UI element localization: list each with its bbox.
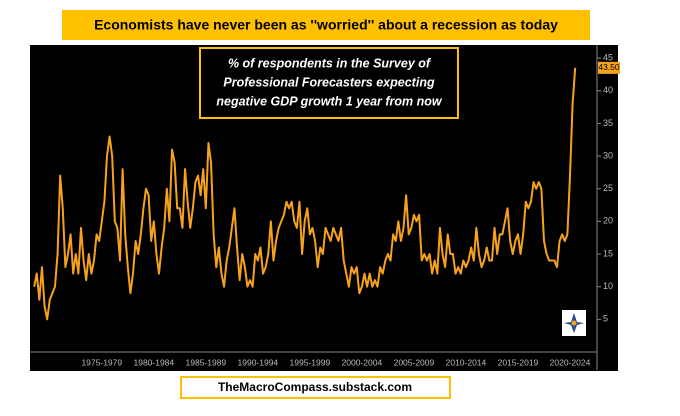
source-box — [180, 376, 451, 399]
subtitle-line: % of respondents in the Survey of — [228, 56, 432, 70]
title-banner — [62, 10, 590, 40]
x-tick-label: 2020-2024 — [550, 357, 591, 367]
x-tick-label: 1975-1979 — [81, 357, 122, 367]
subtitle-line: negative GDP growth 1 year from now — [216, 94, 443, 108]
source: TheMacroCompass.substack.com — [218, 380, 412, 394]
data-line — [33, 67, 577, 321]
last-value-box — [598, 61, 620, 74]
y-tick-label: 30 — [603, 150, 613, 160]
x-tick-label: 2010-2014 — [446, 357, 487, 367]
y-tick-label: 20 — [603, 216, 613, 226]
subtitle-box — [199, 47, 459, 119]
x-tick-label: 2000-2004 — [342, 357, 383, 367]
x-tick-label: 2005-2009 — [394, 357, 435, 367]
x-tick-label: 1990-1994 — [238, 357, 279, 367]
x-tick-label: 2015-2019 — [498, 357, 539, 367]
y-tick-label: 5 — [603, 314, 608, 324]
last-value-label: 43.50 — [598, 62, 620, 72]
plot: 5 10 15 20 25 30 35 40 45 1975-1979 1980-1984 1985-… — [30, 45, 620, 370]
y-tick-label: 45 — [603, 52, 613, 62]
y-tick-label: 15 — [603, 248, 613, 258]
y-tick-label: 25 — [603, 183, 613, 193]
subtitle-line: Professional Forecasters expecting — [223, 75, 435, 89]
x-tick-label: 1995-1999 — [290, 357, 331, 367]
x-tick-label: 1980-1984 — [133, 357, 174, 367]
x-tick-label: 1985-1989 — [186, 357, 227, 367]
y-tick-label: 10 — [603, 281, 613, 291]
chart-title: Economists have never been as ''worried'… — [94, 17, 558, 33]
logo — [562, 310, 586, 336]
y-tick-label: 40 — [603, 85, 613, 95]
y-tick-label: 35 — [603, 118, 613, 128]
